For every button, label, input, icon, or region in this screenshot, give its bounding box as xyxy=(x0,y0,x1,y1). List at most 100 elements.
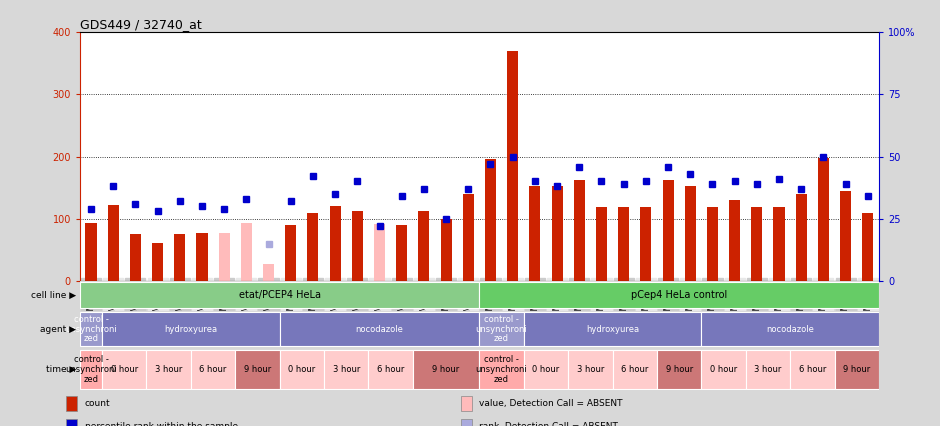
Bar xyxy=(479,350,524,389)
Text: pCep4 HeLa control: pCep4 HeLa control xyxy=(631,290,728,300)
Text: 0 hour: 0 hour xyxy=(289,365,316,374)
Text: nocodazole: nocodazole xyxy=(766,325,814,334)
Bar xyxy=(479,312,524,346)
Text: control -
unsynchroni
zed: control - unsynchroni zed xyxy=(65,355,117,384)
Bar xyxy=(102,312,280,346)
Bar xyxy=(235,350,280,389)
Bar xyxy=(524,350,568,389)
Bar xyxy=(80,282,479,308)
Bar xyxy=(461,419,472,426)
Bar xyxy=(86,223,97,281)
Bar xyxy=(840,191,851,281)
Bar xyxy=(174,234,185,281)
Bar xyxy=(396,225,407,281)
Bar xyxy=(80,312,102,346)
Text: GDS449 / 32740_at: GDS449 / 32740_at xyxy=(80,18,202,31)
Text: control -
unsynchroni
zed: control - unsynchroni zed xyxy=(65,315,117,343)
Bar xyxy=(657,350,701,389)
Bar xyxy=(330,206,340,281)
Bar xyxy=(619,207,629,281)
Text: 9 hour: 9 hour xyxy=(666,365,693,374)
Text: control -
unsynchroni
zed: control - unsynchroni zed xyxy=(476,315,527,343)
Bar xyxy=(152,243,164,281)
Text: hydroxyurea: hydroxyurea xyxy=(586,325,639,334)
Bar xyxy=(66,419,77,426)
Bar xyxy=(684,187,696,281)
Text: 9 hour: 9 hour xyxy=(243,365,271,374)
Bar xyxy=(418,211,430,281)
Bar xyxy=(701,350,745,389)
Bar xyxy=(307,213,319,281)
Text: agent ▶: agent ▶ xyxy=(39,325,76,334)
Text: control -
unsynchroni
zed: control - unsynchroni zed xyxy=(476,355,527,384)
Bar xyxy=(441,219,451,281)
Bar xyxy=(461,396,472,411)
Bar xyxy=(80,350,102,389)
Bar xyxy=(324,350,368,389)
Text: percentile rank within the sample: percentile rank within the sample xyxy=(85,422,238,426)
Bar xyxy=(352,211,363,281)
Bar xyxy=(479,282,879,308)
Bar xyxy=(413,350,479,389)
Bar xyxy=(285,225,296,281)
Bar xyxy=(729,200,740,281)
Bar xyxy=(745,350,791,389)
Text: nocodazole: nocodazole xyxy=(355,325,403,334)
Bar xyxy=(529,187,540,281)
Bar xyxy=(818,158,829,281)
Bar xyxy=(707,207,718,281)
Text: 9 hour: 9 hour xyxy=(843,365,870,374)
Text: 6 hour: 6 hour xyxy=(799,365,826,374)
Bar xyxy=(241,223,252,281)
Bar xyxy=(191,350,235,389)
Bar xyxy=(552,187,563,281)
Bar xyxy=(66,396,77,411)
Bar xyxy=(130,234,141,281)
Text: 6 hour: 6 hour xyxy=(621,365,649,374)
Bar xyxy=(663,180,674,281)
Bar xyxy=(102,350,147,389)
Bar xyxy=(751,207,762,281)
Bar xyxy=(791,350,835,389)
Text: 3 hour: 3 hour xyxy=(155,365,182,374)
Text: rank, Detection Call = ABSENT: rank, Detection Call = ABSENT xyxy=(479,422,619,426)
Bar xyxy=(108,205,118,281)
Bar xyxy=(263,265,274,281)
Bar xyxy=(462,194,474,281)
Text: time ▶: time ▶ xyxy=(45,365,76,374)
Bar xyxy=(485,159,496,281)
Text: 0 hour: 0 hour xyxy=(111,365,138,374)
Bar xyxy=(524,312,701,346)
Text: hydroxyurea: hydroxyurea xyxy=(164,325,217,334)
Bar xyxy=(573,180,585,281)
Bar xyxy=(795,194,807,281)
Bar xyxy=(701,312,879,346)
Text: value, Detection Call = ABSENT: value, Detection Call = ABSENT xyxy=(479,399,623,408)
Bar xyxy=(568,350,613,389)
Bar xyxy=(374,225,385,281)
Bar xyxy=(862,213,873,281)
Text: 0 hour: 0 hour xyxy=(532,365,559,374)
Bar xyxy=(280,350,324,389)
Text: count: count xyxy=(85,399,110,408)
Text: etat/PCEP4 HeLa: etat/PCEP4 HeLa xyxy=(239,290,321,300)
Bar xyxy=(640,207,651,281)
Text: cell line ▶: cell line ▶ xyxy=(31,291,76,299)
Text: 0 hour: 0 hour xyxy=(710,365,737,374)
Bar xyxy=(508,51,518,281)
Bar xyxy=(613,350,657,389)
Text: 3 hour: 3 hour xyxy=(576,365,604,374)
Bar xyxy=(596,207,607,281)
Bar xyxy=(368,350,413,389)
Bar xyxy=(835,350,879,389)
Text: 3 hour: 3 hour xyxy=(333,365,360,374)
Bar xyxy=(196,233,208,281)
Bar xyxy=(147,350,191,389)
Text: 3 hour: 3 hour xyxy=(754,365,782,374)
Text: 9 hour: 9 hour xyxy=(432,365,460,374)
Text: 6 hour: 6 hour xyxy=(377,365,404,374)
Bar xyxy=(219,233,229,281)
Bar xyxy=(774,207,785,281)
Bar xyxy=(280,312,479,346)
Text: 6 hour: 6 hour xyxy=(199,365,227,374)
